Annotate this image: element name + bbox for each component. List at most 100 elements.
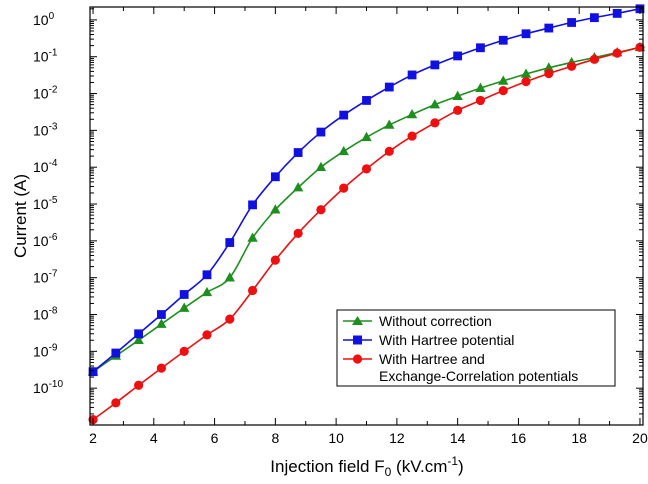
circle-data-point: [521, 77, 531, 87]
circle-data-point: [293, 228, 303, 238]
square-data-point: [248, 200, 257, 210]
triangle-data-point: [315, 161, 327, 172]
square-data-point: [316, 127, 326, 137]
y-tick-label: 10-1: [33, 48, 58, 65]
triangle-data-point: [178, 302, 190, 312]
legend-label-hartree: With Hartree potential: [379, 332, 514, 348]
square-data-point: [430, 60, 440, 70]
x-axis-title-sub: 0: [385, 465, 392, 479]
circle-data-point: [612, 48, 622, 58]
square-data-point: [544, 23, 554, 33]
circle-data-point: [179, 346, 189, 356]
circle-data-point: [589, 54, 599, 64]
square-data-point: [453, 51, 463, 61]
y-tick-base: 10: [33, 159, 49, 175]
square-data-point: [521, 29, 531, 39]
y-tick-label: 10-5: [33, 195, 58, 212]
circle-data-point: [384, 146, 394, 156]
triangle-data-point: [361, 131, 372, 142]
x-tick-label: 18: [571, 430, 587, 446]
y-tick-label: 10-9: [33, 342, 58, 359]
triangle-data-point: [406, 108, 418, 119]
x-tick-label: 20: [632, 430, 648, 446]
square-data-point: [498, 35, 508, 45]
ticks-layer: 2 4 6 8 10 12 14 16 18 2010010-110-210-310-410-51…: [33, 7, 648, 446]
legend-label-hartree-xc-line1: With Hartree and: [379, 351, 485, 367]
x-tick-label: 12: [389, 430, 405, 446]
triangle-data-point: [247, 232, 258, 242]
circle-data-point: [361, 164, 372, 174]
y-tick-exponent: -6: [49, 232, 58, 243]
y-tick-base: 10: [33, 270, 49, 286]
square-data-point: [111, 348, 121, 358]
circle-data-point: [407, 131, 417, 141]
y-tick-label: 10-10: [33, 379, 63, 396]
x-tick-label: 16: [511, 430, 527, 446]
square-data-point: [88, 367, 98, 377]
circle-data-point: [453, 105, 463, 115]
circle-data-point: [270, 255, 280, 265]
triangle-data-point: [384, 119, 395, 129]
y-tick-exponent: -5: [49, 195, 58, 206]
x-axis-title-close: ): [458, 457, 464, 476]
y-tick-base: 10: [33, 49, 49, 65]
x-tick-label: 14: [450, 430, 466, 446]
legend-box: [336, 309, 616, 387]
triangle-data-point: [520, 68, 532, 78]
x-axis-title-unit: (kV.cm: [391, 457, 447, 476]
triangle-data-point: [475, 82, 486, 92]
square-data-point: [476, 43, 485, 53]
x-tick-label: 10: [328, 430, 344, 446]
y-tick-base: 10: [33, 380, 49, 396]
y-tick-label: 100: [33, 11, 55, 28]
triangle-data-point: [133, 334, 144, 345]
y-tick-exponent: -8: [49, 306, 58, 317]
circle-data-point: [635, 42, 645, 52]
square-data-point: [202, 270, 212, 280]
y-tick-label: 10-3: [33, 121, 58, 138]
triangle-data-point: [498, 75, 509, 85]
square-data-point: [589, 13, 599, 23]
triangle-data-point: [543, 62, 555, 72]
circle-data-point: [247, 285, 258, 296]
y-tick-base: 10: [33, 233, 49, 249]
circle-data-point: [544, 68, 554, 79]
square-data-point: [407, 70, 417, 80]
x-tick-label: 6: [211, 430, 219, 446]
y-tick-base: 10: [33, 343, 49, 359]
y-tick-exponent: -10: [49, 379, 64, 390]
triangle-data-point: [156, 318, 167, 328]
y-tick-base: 10: [33, 12, 49, 28]
series-layer: [87, 4, 646, 425]
y-tick-base: 10: [33, 196, 49, 212]
square-data-point: [134, 329, 144, 339]
x-tick-label: 4: [150, 430, 158, 446]
y-tick-label: 10-7: [33, 269, 58, 286]
y-tick-base: 10: [33, 86, 49, 102]
legend-triangle-marker: [352, 316, 363, 325]
y-tick-exponent: -2: [49, 85, 58, 96]
circle-data-point: [225, 314, 235, 324]
x-axis-title-main: Injection field F: [270, 457, 384, 476]
circle-data-point: [566, 61, 577, 71]
legend-entry-hartree-xc: With Hartree and Exchange-Correlation po…: [343, 351, 578, 384]
square-data-point: [293, 148, 303, 157]
square-data-point: [362, 96, 371, 105]
circle-data-point: [202, 330, 212, 340]
circle-data-point: [498, 86, 508, 96]
y-axis-title: Current (A): [11, 174, 30, 258]
circle-data-point: [430, 118, 440, 128]
triangle-data-point: [429, 99, 441, 109]
y-tick-exponent: -1: [49, 48, 58, 59]
triangle-data-point: [338, 145, 349, 156]
triangle-data-point: [224, 272, 235, 282]
square-data-point: [157, 310, 166, 319]
square-data-point: [225, 238, 235, 247]
circle-data-point: [134, 380, 144, 390]
y-tick-base: 10: [33, 122, 49, 138]
circle-data-point: [339, 183, 349, 193]
y-tick-label: 10-6: [33, 232, 58, 249]
square-data-point: [612, 9, 622, 18]
y-tick-exponent: -3: [49, 121, 58, 132]
